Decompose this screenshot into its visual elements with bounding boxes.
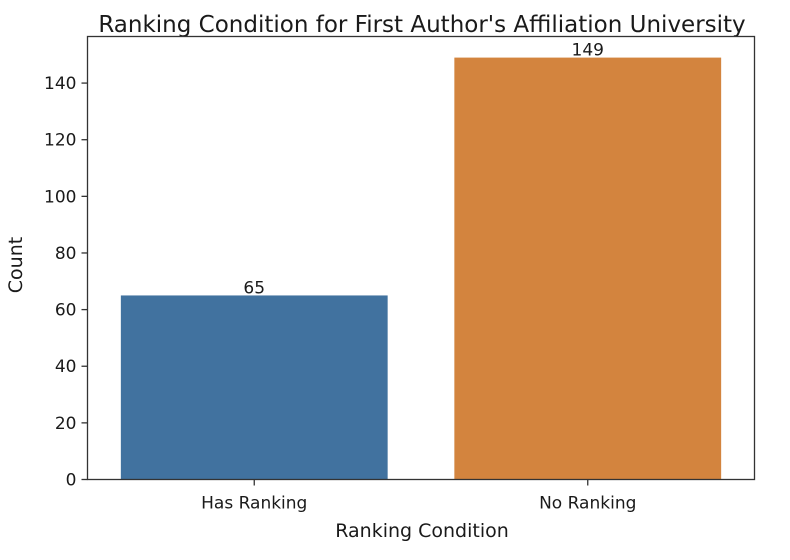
- y-tick-label: 0: [66, 471, 77, 491]
- chart-title: Ranking Condition for First Author's Aff…: [98, 12, 745, 38]
- x-axis-label: Ranking Condition: [335, 520, 509, 542]
- y-tick-label: 60: [55, 301, 77, 321]
- y-tick-label: 80: [55, 244, 77, 264]
- bar-value-label: 149: [572, 41, 604, 61]
- bars: [120, 57, 722, 480]
- bar: [120, 295, 388, 480]
- bar: [454, 57, 722, 480]
- y-axis-label: Count: [5, 237, 27, 293]
- y-tick-label: 120: [44, 131, 76, 151]
- bar-value-label: 65: [243, 278, 265, 298]
- y-axis: 0 20 40 60 80 100 120 140: [44, 74, 88, 491]
- y-tick-label: 140: [44, 74, 76, 94]
- plot-frame: [86, 35, 756, 481]
- bar-labels: 65 149: [243, 41, 604, 299]
- x-tick-label: Has Ranking: [201, 494, 307, 514]
- x-tick-label: No Ranking: [539, 494, 636, 514]
- y-tick-label: 100: [44, 187, 76, 207]
- y-tick-label: 20: [55, 414, 77, 434]
- x-axis: Has Ranking No Ranking: [201, 479, 636, 514]
- y-tick-label: 40: [55, 357, 77, 377]
